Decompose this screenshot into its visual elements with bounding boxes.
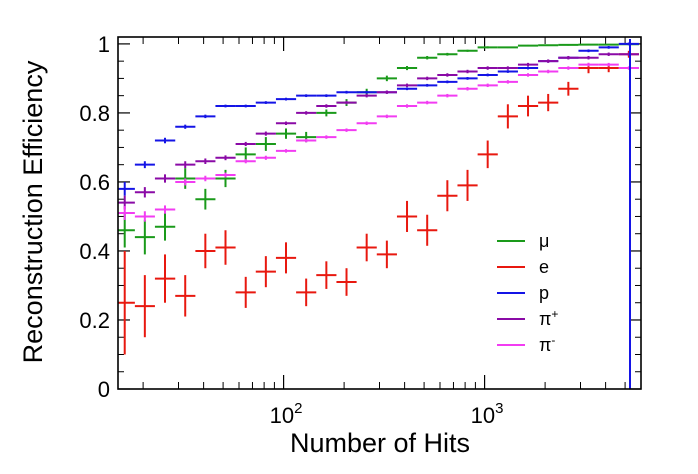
legend-label: μ — [539, 231, 549, 251]
y-tick-label: 0.8 — [79, 101, 110, 126]
legend-label: π+ — [539, 307, 558, 329]
plot-frame — [117, 36, 642, 390]
axis-ticks — [118, 37, 642, 390]
y-tick-label: 0.4 — [79, 239, 110, 264]
series-5 — [118, 62, 639, 222]
legend-label: π- — [539, 333, 555, 355]
x-tick-labels: 102 103 — [270, 400, 504, 428]
y-tick-label: 1 — [98, 32, 110, 57]
y-axis-title: Reconstruction Efficiency — [18, 60, 48, 363]
y-tick-label: 0 — [98, 377, 110, 402]
y-tick-label: 0.6 — [79, 170, 110, 195]
x-tick-label: 102 — [270, 400, 303, 428]
x-axis-title: Number of Hits — [290, 428, 470, 458]
legend-label: p — [539, 283, 549, 303]
y-tick-label: 0.2 — [79, 308, 110, 333]
x-tick-label: 103 — [471, 400, 504, 428]
series-2 — [118, 50, 639, 355]
legend: μep π+ π- — [497, 231, 558, 355]
y-tick-labels: 0 0.2 0.4 0.6 0.8 1 — [79, 32, 110, 402]
data-points — [118, 39, 639, 389]
legend-label: e — [539, 257, 549, 277]
series-4 — [118, 52, 639, 210]
